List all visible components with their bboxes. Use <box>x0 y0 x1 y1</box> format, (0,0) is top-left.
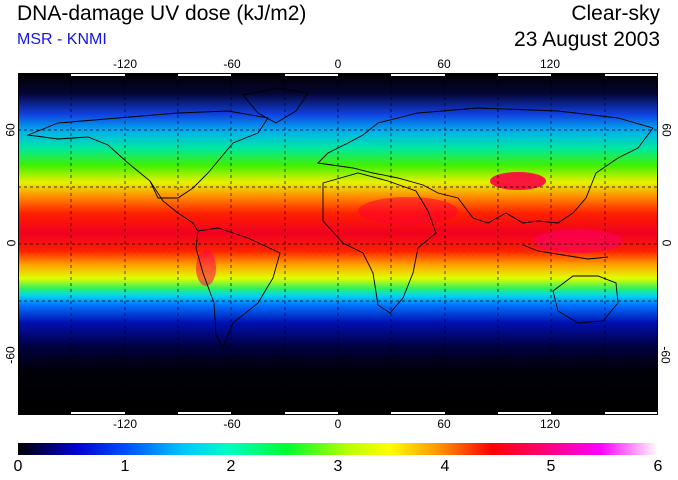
continent-africa <box>322 172 437 314</box>
lat-tick-label: -60 <box>658 346 673 364</box>
lon-tick-label: -120 <box>112 57 138 71</box>
colorbar-label: 2 <box>226 458 236 475</box>
continent-indonesia <box>522 244 609 260</box>
lon-tick-label: 60 <box>437 57 451 71</box>
lon-tick-label: -60 <box>223 57 241 71</box>
lon-tick-label: 120 <box>539 417 561 431</box>
colorbar-label: 0 <box>13 458 23 475</box>
map-source: MSR - KNMI <box>17 31 107 48</box>
colorbar-label: 5 <box>546 458 556 475</box>
continent-europe-asia <box>317 107 654 224</box>
lat-tick-label: 60 <box>659 123 674 137</box>
colorbar <box>18 443 658 455</box>
sky-condition: Clear-sky <box>571 2 660 25</box>
lon-tick-label: 60 <box>437 417 451 431</box>
lon-tick-label: 0 <box>334 417 342 431</box>
colorbar-label: 4 <box>440 458 450 475</box>
uv-hotspot-tibet <box>490 172 546 190</box>
lon-tick-label: -120 <box>112 417 138 431</box>
lat-tick-label: 0 <box>659 239 674 247</box>
map-date: 23 August 2003 <box>514 28 660 51</box>
lat-tick-label: -60 <box>3 346 18 364</box>
continent-north-america <box>26 110 269 199</box>
continent-south-america <box>195 227 281 350</box>
uv-hotspot-north-africa <box>358 197 458 225</box>
lon-tick-label: 0 <box>334 57 342 71</box>
colorbar-label: 1 <box>120 458 130 475</box>
colorbar-label: 3 <box>333 458 343 475</box>
map-border <box>18 73 658 415</box>
uv-dose-map <box>18 73 658 415</box>
lon-tick-label: 120 <box>539 57 561 71</box>
map-title: DNA-damage UV dose (kJ/m2) <box>17 2 307 25</box>
continent-australia <box>552 275 619 324</box>
uv-hotspot-andes <box>196 250 216 286</box>
lon-tick-label: -60 <box>223 417 241 431</box>
uv-hotspot-pacific-warm-pool <box>533 229 623 253</box>
colorbar-label: 6 <box>653 458 663 475</box>
lat-tick-label: 60 <box>3 123 18 137</box>
lat-tick-label: 0 <box>4 239 19 247</box>
continent-greenland <box>242 87 309 124</box>
